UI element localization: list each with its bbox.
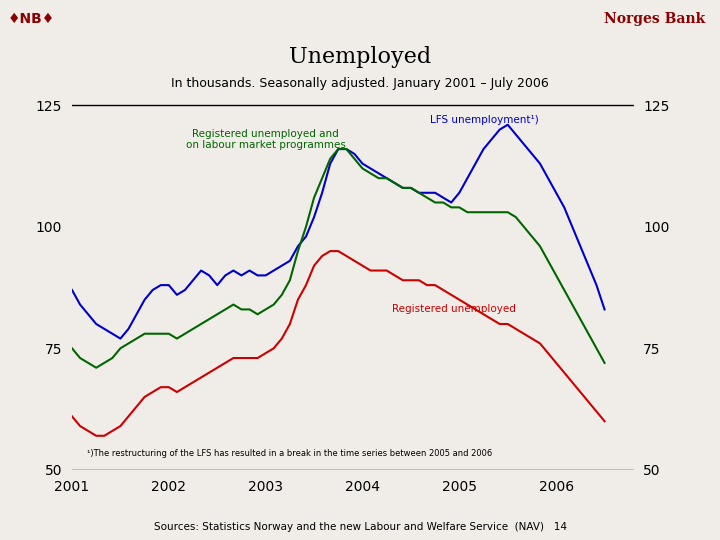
- Text: Unemployed: Unemployed: [289, 46, 431, 68]
- Text: Sources: Statistics Norway and the new Labour and Welfare Service  (NAV)   14: Sources: Statistics Norway and the new L…: [153, 522, 567, 532]
- Text: ♦NB♦: ♦NB♦: [7, 12, 55, 26]
- Text: Registered unemployed: Registered unemployed: [392, 305, 516, 314]
- Text: ¹)The restructuring of the LFS has resulted in a break in the time series betwee: ¹)The restructuring of the LFS has resul…: [86, 449, 492, 458]
- Text: In thousands. Seasonally adjusted. January 2001 – July 2006: In thousands. Seasonally adjusted. Janua…: [171, 77, 549, 90]
- Text: LFS unemployment¹): LFS unemployment¹): [431, 115, 539, 125]
- Text: Registered unemployed and
on labour market programmes: Registered unemployed and on labour mark…: [186, 129, 346, 150]
- Text: Norges Bank: Norges Bank: [604, 12, 706, 26]
